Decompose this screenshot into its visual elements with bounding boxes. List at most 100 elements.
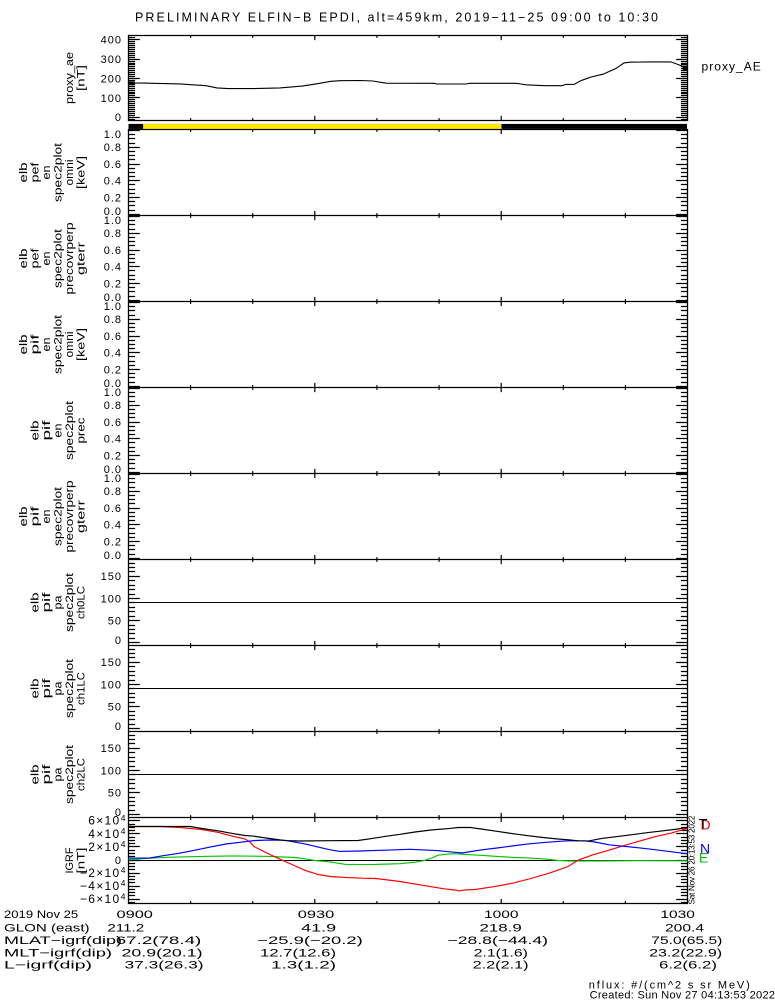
svg-text:0.8: 0.8 xyxy=(104,314,122,326)
svg-text:ch2LC: ch2LC xyxy=(76,758,88,791)
svg-text:37.3(26.3): 37.3(26.3) xyxy=(125,960,204,972)
svg-text:41.9: 41.9 xyxy=(301,923,336,935)
svg-text:150: 150 xyxy=(101,657,122,669)
svg-text:spec2plot: spec2plot xyxy=(64,573,76,632)
svg-text:0: 0 xyxy=(115,721,122,733)
svg-text:elb: elb xyxy=(18,335,30,355)
svg-text:0.8: 0.8 xyxy=(104,142,122,154)
svg-text:en: en xyxy=(41,252,53,266)
svg-text:ch1LC: ch1LC xyxy=(76,672,88,705)
svg-text:0.2: 0.2 xyxy=(104,278,122,290)
svg-text:en: en xyxy=(41,510,53,524)
svg-text:1000: 1000 xyxy=(484,909,519,921)
svg-text:MLAT−igrf(dip): MLAT−igrf(dip) xyxy=(4,935,122,947)
svg-text:gterr: gterr xyxy=(76,500,88,533)
svg-text:spec2plot: spec2plot xyxy=(53,229,65,288)
svg-text:0.6: 0.6 xyxy=(104,245,122,257)
svg-text:6×10: 6×10 xyxy=(88,814,120,828)
svg-text:L−igrf(dip): L−igrf(dip) xyxy=(4,960,92,972)
svg-text:0: 0 xyxy=(115,855,122,867)
svg-text:0.6: 0.6 xyxy=(104,159,122,171)
svg-text:4: 4 xyxy=(121,826,126,836)
svg-text:−6×10: −6×10 xyxy=(80,892,121,906)
svg-text:elb: elb xyxy=(18,507,30,527)
svg-text:−25.9(−20.2): −25.9(−20.2) xyxy=(257,935,363,947)
svg-text:200: 200 xyxy=(101,73,122,85)
svg-text:1.3(1.2): 1.3(1.2) xyxy=(271,960,336,972)
svg-text:ch0LC: ch0LC xyxy=(76,586,88,619)
svg-text:precovrperp: precovrperp xyxy=(64,481,76,553)
svg-text:300: 300 xyxy=(101,54,122,66)
svg-text:[nT]: [nT] xyxy=(76,65,88,91)
svg-text:IGRF: IGRF xyxy=(64,847,76,873)
svg-text:2019 Nov 25: 2019 Nov 25 xyxy=(4,909,78,921)
svg-text:150: 150 xyxy=(101,571,122,583)
svg-text:[keV]: [keV] xyxy=(76,156,88,189)
svg-text:pif: pif xyxy=(30,333,42,355)
svg-text:0.8: 0.8 xyxy=(104,400,122,412)
svg-text:0.2: 0.2 xyxy=(104,450,122,462)
svg-text:pif: pif xyxy=(41,763,53,785)
svg-text:pif: pif xyxy=(30,505,42,527)
svg-text:50: 50 xyxy=(108,702,122,714)
svg-text:4: 4 xyxy=(121,839,126,849)
svg-text:E: E xyxy=(699,850,708,866)
svg-text:en: en xyxy=(53,424,65,438)
svg-text:4: 4 xyxy=(121,813,126,823)
svg-text:spec2plot: spec2plot xyxy=(53,143,65,202)
svg-text:4×10: 4×10 xyxy=(88,827,120,841)
svg-text:2.1(1.6): 2.1(1.6) xyxy=(474,948,528,960)
svg-text:0.4: 0.4 xyxy=(104,348,122,360)
svg-text:6.2(6.2): 6.2(6.2) xyxy=(659,960,717,972)
svg-text:4: 4 xyxy=(121,878,126,888)
svg-text:4: 4 xyxy=(121,891,126,901)
svg-text:0.0: 0.0 xyxy=(104,292,122,304)
svg-text:−2×10: −2×10 xyxy=(80,866,121,880)
svg-text:0.4: 0.4 xyxy=(104,520,122,532)
svg-text:elb: elb xyxy=(30,765,42,785)
svg-text:−28.8(−44.4): −28.8(−44.4) xyxy=(448,935,549,947)
svg-text:nflux: #/(cm^2 s sr MeV): nflux: #/(cm^2 s sr MeV) xyxy=(589,979,750,991)
svg-text:211.2: 211.2 xyxy=(107,923,144,935)
svg-text:pa: pa xyxy=(53,595,65,610)
svg-text:200.4: 200.4 xyxy=(665,923,704,935)
svg-text:218.9: 218.9 xyxy=(480,923,522,935)
svg-text:2×10: 2×10 xyxy=(88,840,120,854)
svg-text:prec: prec xyxy=(76,417,88,444)
svg-text:0.8: 0.8 xyxy=(104,486,122,498)
svg-text:0930: 0930 xyxy=(298,909,335,921)
svg-text:Sat Nov 26 20:13:53 2022: Sat Nov 26 20:13:53 2022 xyxy=(688,815,697,904)
svg-text:1.0: 1.0 xyxy=(104,387,122,399)
svg-text:0: 0 xyxy=(115,807,122,819)
svg-text:0.4: 0.4 xyxy=(104,262,122,274)
svg-text:PRELIMINARY ELFIN−B EPDI, alt=: PRELIMINARY ELFIN−B EPDI, alt=459km, 201… xyxy=(135,10,658,24)
svg-text:spec2plot: spec2plot xyxy=(64,659,76,718)
svg-text:[nT]: [nT] xyxy=(76,848,88,874)
svg-text:50: 50 xyxy=(108,616,122,628)
svg-text:−4×10: −4×10 xyxy=(80,879,121,893)
svg-text:23.2(22.9): 23.2(22.9) xyxy=(649,948,722,960)
svg-text:spec2plot: spec2plot xyxy=(53,487,65,546)
svg-text:1.0: 1.0 xyxy=(104,473,122,485)
svg-text:pif: pif xyxy=(41,419,53,441)
svg-text:0.0: 0.0 xyxy=(104,464,122,476)
svg-text:1.0: 1.0 xyxy=(104,129,122,141)
svg-text:67.2(78.4): 67.2(78.4) xyxy=(116,935,202,947)
svg-text:elb: elb xyxy=(18,249,30,269)
svg-text:gterr: gterr xyxy=(76,242,88,275)
svg-text:100: 100 xyxy=(101,93,122,105)
svg-text:T: T xyxy=(699,815,708,831)
svg-text:proxy_ae: proxy_ae xyxy=(64,52,76,104)
svg-text:0.4: 0.4 xyxy=(104,176,122,188)
svg-text:400: 400 xyxy=(101,35,122,47)
svg-text:elb: elb xyxy=(30,593,42,613)
svg-text:pif: pif xyxy=(41,677,53,699)
svg-text:75.0(65.5): 75.0(65.5) xyxy=(651,935,722,947)
svg-text:0: 0 xyxy=(115,112,122,124)
svg-text:0900: 0900 xyxy=(117,909,153,921)
svg-text:4: 4 xyxy=(121,865,126,875)
svg-text:150: 150 xyxy=(101,743,122,755)
svg-text:pif: pif xyxy=(41,591,53,613)
svg-text:MLT−igrf(dip): MLT−igrf(dip) xyxy=(4,948,112,960)
svg-text:1.0: 1.0 xyxy=(104,301,122,313)
